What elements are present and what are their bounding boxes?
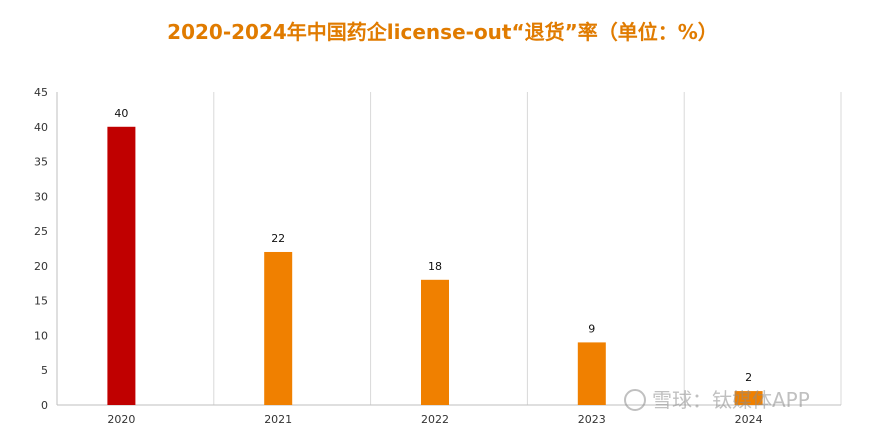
bars-layer xyxy=(107,126,763,406)
x-tick-label-2021: 2021 xyxy=(264,413,292,425)
y-tick-label: 30 xyxy=(34,190,48,203)
watermark-text: 雪球：钛媒体APP xyxy=(652,388,810,412)
watermark: 雪球：钛媒体APP xyxy=(624,384,810,413)
x-tick-label-2022: 2022 xyxy=(421,413,449,425)
data-label-2024: 2 xyxy=(745,371,752,384)
y-tick-label: 5 xyxy=(41,364,48,377)
x-tick-label-2020: 2020 xyxy=(107,413,135,425)
data-label-2022: 18 xyxy=(428,260,442,273)
bar-2022 xyxy=(421,279,449,405)
y-tick-label: 10 xyxy=(34,329,48,342)
labels-layer: 0 5 10 15 20 25 30 35 40 45 40 2020 22 2021 18 2022 9 202… xyxy=(34,86,763,425)
y-tick-label: 20 xyxy=(34,260,48,273)
chart-title: 2020-2024年中国药企license-out“退货”率（单位：%） xyxy=(167,20,718,44)
y-tick-label: 45 xyxy=(34,86,48,99)
x-tick-label-2024: 2024 xyxy=(735,413,763,425)
bar-2021 xyxy=(264,251,293,405)
y-tick-label: 0 xyxy=(41,399,48,412)
bar-2023 xyxy=(577,342,606,405)
y-tick-label: 35 xyxy=(34,156,48,169)
x-tick-label-2023: 2023 xyxy=(578,413,606,425)
y-tick-label: 40 xyxy=(34,121,48,134)
y-tick-label: 15 xyxy=(34,295,48,308)
bar-2024 xyxy=(734,391,763,405)
y-tick-label: 25 xyxy=(34,225,48,238)
snowball-logo-icon xyxy=(624,389,646,411)
grid-layer xyxy=(56,92,842,406)
data-label-2021: 22 xyxy=(271,232,285,245)
data-label-2023: 9 xyxy=(588,322,595,335)
bar-2020 xyxy=(107,126,136,406)
data-label-2020: 40 xyxy=(114,107,128,120)
